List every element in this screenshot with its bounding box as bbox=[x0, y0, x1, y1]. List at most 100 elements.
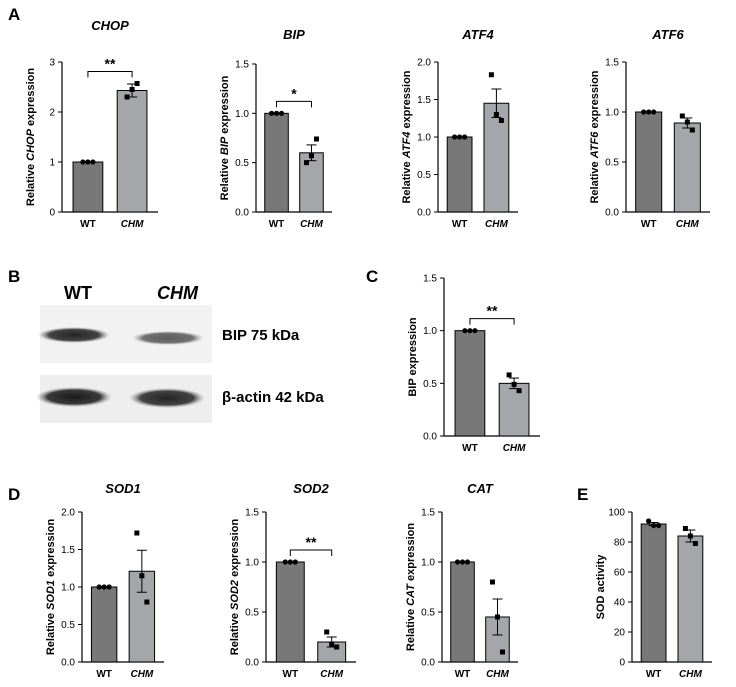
y-tick-label-sod_activity: 20 bbox=[614, 628, 626, 639]
y-axis-label-part: Relative bbox=[45, 610, 57, 655]
y-tick-label-cat: 1.5 bbox=[421, 508, 435, 519]
significance-label-chop: ** bbox=[105, 56, 116, 72]
data-point-bip_blot-wt bbox=[462, 328, 468, 334]
x-tick-label-atf6-1: CHM bbox=[676, 219, 699, 230]
data-point-atf6-wt bbox=[641, 109, 647, 115]
y-axis-label-bip: Relative BIP expression bbox=[219, 75, 231, 200]
y-tick-label-sod_activity: 60 bbox=[614, 568, 626, 579]
y-tick-label-chop: 1 bbox=[49, 158, 55, 169]
bar-bip-1 bbox=[299, 152, 324, 213]
y-tick-label-atf4: 2.0 bbox=[417, 58, 431, 69]
y-axis-label-part: CAT bbox=[405, 583, 417, 606]
data-point-sod_activity-chm bbox=[692, 541, 698, 546]
data-point-cat-wt bbox=[459, 559, 466, 565]
bar-atf6-0 bbox=[635, 111, 663, 213]
y-axis-label-part: expression bbox=[405, 523, 417, 584]
x-tick-label-sod2-1: CHM bbox=[320, 669, 343, 680]
data-point-atf4-wt bbox=[462, 134, 468, 140]
data-point-sod1-chm bbox=[144, 599, 150, 605]
blot-band-actin-chm bbox=[129, 388, 205, 408]
data-point-bip-chm bbox=[313, 136, 319, 142]
y-axis-label-part: BIP bbox=[219, 136, 231, 155]
data-point-cat-wt bbox=[454, 559, 461, 565]
data-point-chop-wt bbox=[80, 159, 86, 165]
data-point-cat-wt bbox=[464, 559, 471, 565]
y-axis-label-part: expression bbox=[589, 70, 601, 131]
blot-lane-label-chm: CHM bbox=[157, 283, 199, 303]
data-point-cat-chm bbox=[494, 614, 500, 620]
y-axis-label-part: CHOP bbox=[25, 128, 37, 160]
y-tick-label-sod2: 0.0 bbox=[245, 658, 259, 669]
x-tick-label-bip-0: WT bbox=[269, 219, 285, 230]
data-point-atf6-chm bbox=[689, 127, 695, 133]
y-tick-label-sod_activity: 0 bbox=[619, 658, 625, 669]
y-axis-label-cat: Relative CAT expression bbox=[405, 523, 417, 651]
y-axis-label-atf6: Relative ATF6 expression bbox=[589, 70, 601, 203]
data-point-chop-chm bbox=[134, 81, 140, 86]
data-point-cat-chm bbox=[499, 649, 505, 655]
significance-bracket-sod2 bbox=[289, 549, 333, 556]
y-axis-label-part: expression bbox=[45, 519, 57, 580]
data-point-sod2-wt bbox=[287, 559, 293, 565]
data-point-bip_blot-chm bbox=[511, 381, 517, 387]
blot-label-bip: BIP 75 kDa bbox=[222, 327, 300, 344]
x-tick-label-bip_blot-1: CHM bbox=[503, 443, 526, 454]
y-tick-label-atf4: 1.0 bbox=[417, 133, 431, 144]
y-axis-label-part: ATF4 bbox=[401, 132, 413, 160]
x-tick-label-sod1-1: CHM bbox=[130, 669, 153, 680]
data-point-atf6-chm bbox=[679, 113, 685, 119]
y-axis-label-part: Relative bbox=[219, 155, 231, 200]
bar-cat-0 bbox=[450, 561, 475, 663]
y-tick-label-sod_activity: 40 bbox=[614, 598, 626, 609]
y-axis-label-sod1: Relative SOD1 expression bbox=[45, 519, 57, 656]
data-point-bip-wt bbox=[278, 110, 285, 116]
chart-sod_activity: 0 20 40 60 80 100 SOD activity WT CHM bbox=[595, 508, 712, 680]
data-point-chop-chm bbox=[129, 87, 135, 92]
y-axis-label-part: Relative bbox=[229, 610, 241, 655]
panel-letter-d: D bbox=[8, 485, 20, 504]
significance-bracket-bip_blot bbox=[469, 318, 515, 325]
y-tick-label-bip_blot: 1.0 bbox=[423, 326, 437, 337]
x-tick-label-atf4-1: CHM bbox=[485, 219, 508, 230]
data-point-sod_activity-chm bbox=[682, 526, 688, 531]
chart-bip: BIP 0.0 0.5 1.0 1.5 Relative BIP expression WT… bbox=[219, 27, 332, 230]
data-point-bip_blot-wt bbox=[472, 328, 478, 334]
bar-atf6-1 bbox=[673, 122, 701, 213]
data-point-atf6-chm bbox=[684, 119, 690, 125]
data-point-bip-chm bbox=[308, 153, 314, 159]
bar-sod_activity-0 bbox=[640, 523, 667, 663]
x-tick-label-cat-0: WT bbox=[455, 669, 471, 680]
data-point-bip-chm bbox=[303, 160, 309, 166]
chart-cat: CAT 0.0 0.5 1.0 1.5 Relative CAT expression WT… bbox=[405, 481, 518, 680]
y-tick-label-cat: 0.5 bbox=[421, 608, 435, 619]
significance-bracket-bip bbox=[276, 100, 312, 108]
data-point-atf4-chm bbox=[488, 72, 494, 78]
y-axis-label-part: expression bbox=[25, 68, 37, 129]
y-axis-label-part: SOD activity bbox=[595, 554, 607, 620]
chart-atf6: ATF6 0.0 0.5 1.0 1.5 Relative ATF6 expression… bbox=[589, 27, 710, 230]
panel-letter-c: C bbox=[366, 267, 378, 286]
y-tick-label-bip_blot: 0.5 bbox=[423, 379, 437, 390]
y-tick-label-sod1: 0.5 bbox=[61, 620, 75, 631]
data-point-sod_activity-wt bbox=[651, 522, 657, 529]
chart-chop: CHOP 0 1 2 3 Relative CHOP expression WT CHM ** bbox=[25, 18, 158, 230]
y-tick-label-bip: 0.5 bbox=[235, 158, 249, 169]
y-axis-label-part: expression bbox=[229, 519, 241, 580]
blot-band-bip-chm bbox=[132, 331, 204, 345]
y-axis-label-part: BIP expression bbox=[407, 317, 419, 397]
data-point-bip-wt bbox=[273, 110, 280, 116]
x-tick-label-atf4-0: WT bbox=[452, 219, 468, 230]
blot-label-actin: β-actin 42 kDa bbox=[222, 389, 324, 406]
y-tick-label-cat: 1.0 bbox=[421, 558, 435, 569]
y-axis-label-part: ATF6 bbox=[589, 131, 601, 160]
bar-sod1-0 bbox=[90, 586, 118, 663]
y-tick-label-bip: 1.5 bbox=[235, 60, 249, 71]
chart-sod2: SOD2 0.0 0.5 1.0 1.5 Relative SOD2 expression… bbox=[229, 481, 356, 680]
chart-title-atf4: ATF4 bbox=[461, 27, 494, 42]
y-axis-label-sod_activity: SOD activity bbox=[595, 554, 607, 620]
data-point-sod_activity-chm bbox=[687, 533, 693, 539]
data-point-chop-chm bbox=[124, 94, 130, 100]
y-tick-label-sod1: 1.0 bbox=[61, 583, 75, 594]
y-axis-label-bip_blot: BIP expression bbox=[407, 317, 419, 397]
